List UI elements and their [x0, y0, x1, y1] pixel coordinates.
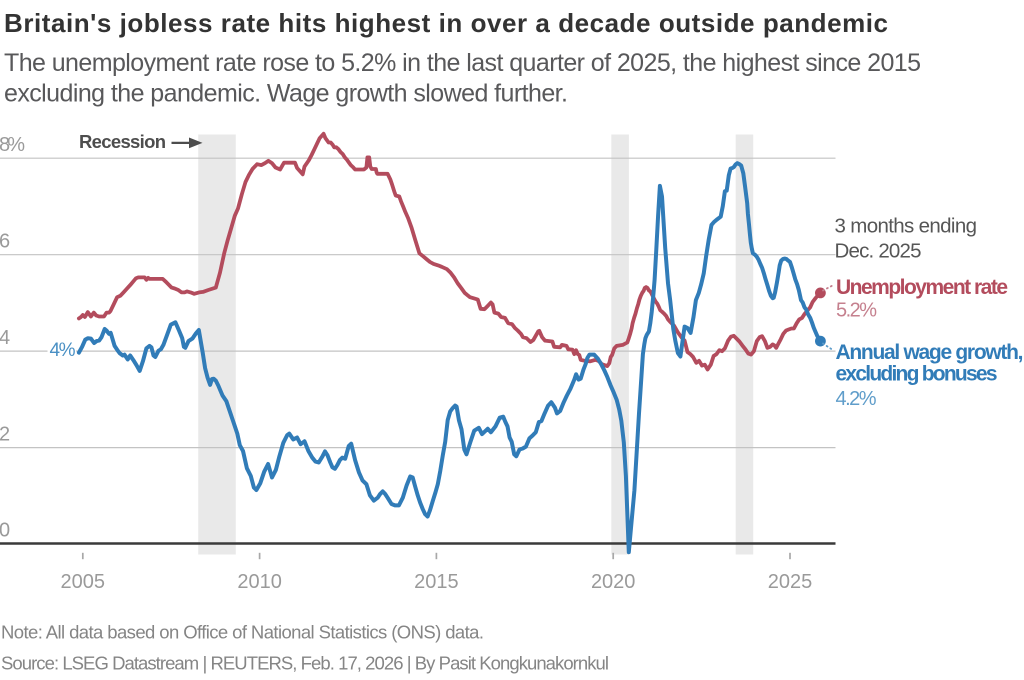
svg-text:6: 6 [0, 231, 10, 253]
svg-text:Unemployment rate: Unemployment rate [836, 276, 1008, 299]
svg-text:0: 0 [0, 520, 10, 542]
svg-text:excluding bonuses: excluding bonuses [836, 363, 998, 386]
svg-text:2010: 2010 [237, 571, 282, 593]
svg-text:excluding the pandemic. Wage g: excluding the pandemic. Wage growth slow… [4, 79, 568, 107]
svg-text:3 months ending: 3 months ending [835, 215, 978, 238]
svg-text:Annual wage growth,: Annual wage growth, [836, 341, 1024, 364]
svg-text:Note: All data based on Office: Note: All data based on Office of Nation… [1, 622, 484, 643]
svg-text:4: 4 [0, 327, 10, 349]
svg-text:4.2%: 4.2% [836, 388, 877, 410]
svg-text:The unemployment rate rose to: The unemployment rate rose to 5.2% in th… [4, 49, 921, 77]
svg-text:2: 2 [0, 424, 10, 446]
svg-text:8%: 8% [0, 134, 25, 156]
svg-text:5.2%: 5.2% [836, 300, 877, 322]
svg-text:2025: 2025 [768, 571, 813, 593]
svg-text:4%: 4% [50, 340, 76, 361]
svg-text:Source: LSEG Datastream | REUT: Source: LSEG Datastream | REUTERS, Feb. … [1, 653, 609, 674]
svg-text:Britain's jobless rate hits hi: Britain's jobless rate hits highest in o… [4, 8, 888, 38]
svg-text:Recession: Recession [79, 131, 166, 152]
svg-text:Dec. 2025: Dec. 2025 [835, 240, 922, 263]
svg-text:2005: 2005 [61, 571, 106, 593]
svg-text:2015: 2015 [414, 571, 459, 593]
svg-text:2020: 2020 [591, 571, 636, 593]
